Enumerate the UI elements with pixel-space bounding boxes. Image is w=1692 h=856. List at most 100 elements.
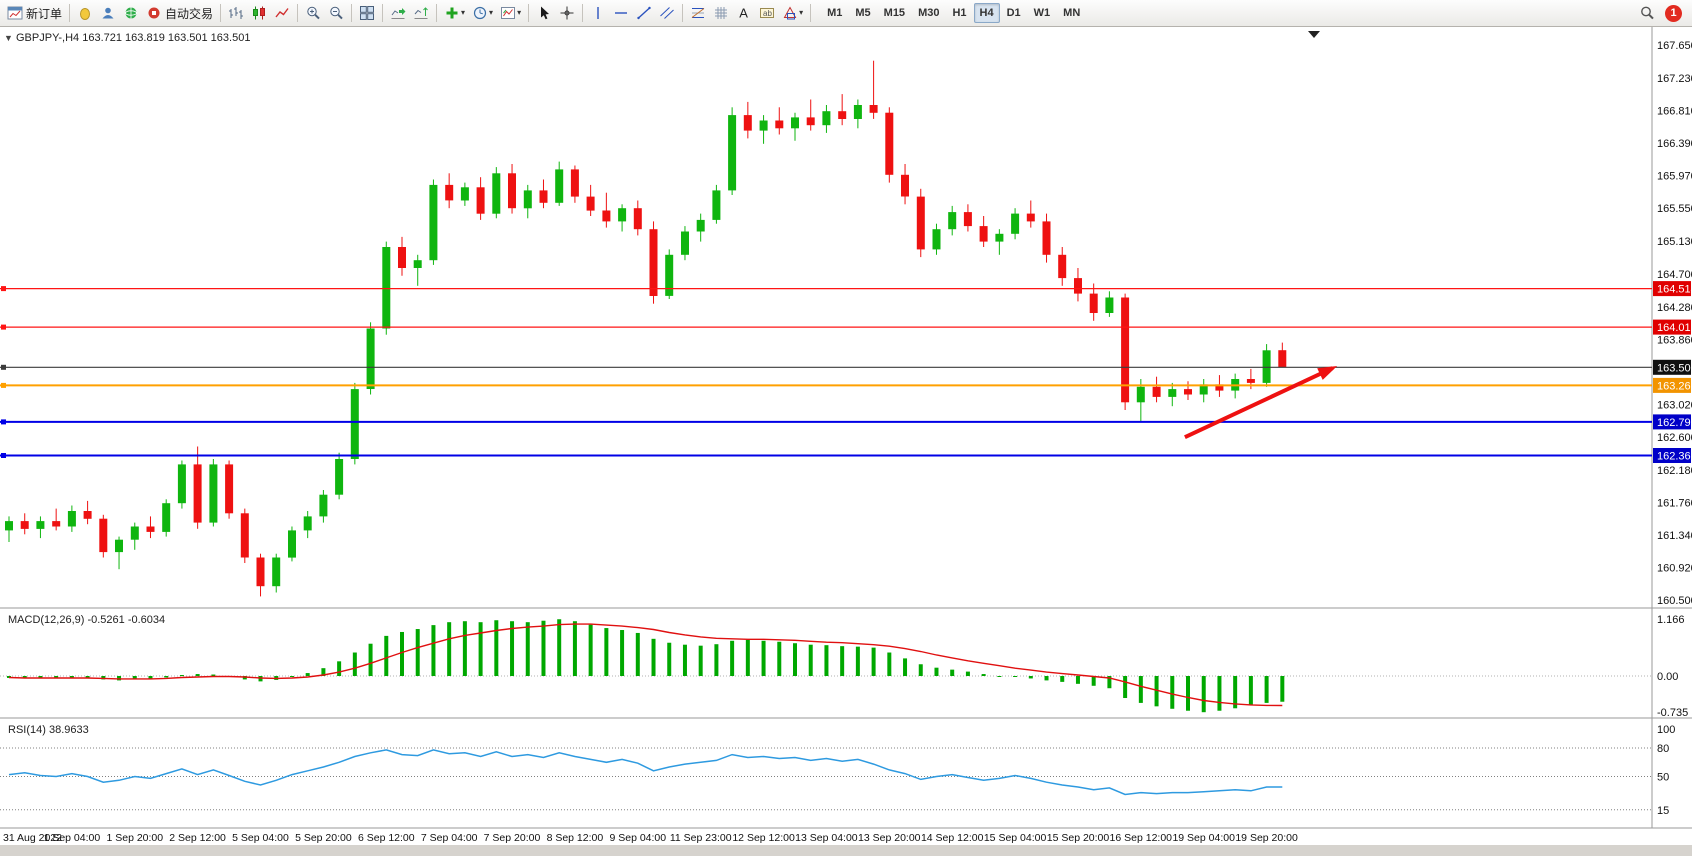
timeframe-button-h1[interactable]: H1 xyxy=(952,7,967,19)
candle xyxy=(555,161,564,206)
notification-badge[interactable]: 1 xyxy=(1665,4,1682,22)
shapes-icon xyxy=(783,6,797,20)
macd-histogram-bar xyxy=(714,644,719,676)
timeframe-button-w1[interactable]: W1 xyxy=(1033,7,1051,19)
vertical-line-button[interactable] xyxy=(587,2,609,24)
timeframe-button-m1[interactable]: M1 xyxy=(827,7,843,19)
chevron-down-icon[interactable]: ▾ xyxy=(461,8,466,17)
candle xyxy=(885,107,894,183)
timeframe-button-d1[interactable]: D1 xyxy=(1006,7,1021,19)
candle xyxy=(1042,213,1051,263)
chart-shift-marker[interactable] xyxy=(1308,31,1320,38)
macd-histogram-bar xyxy=(965,671,970,676)
timeframe-button-m30[interactable]: M30 xyxy=(918,7,940,19)
macd-histogram-bar xyxy=(1186,676,1190,711)
deposit-button[interactable] xyxy=(74,2,96,24)
fibonacci-button[interactable] xyxy=(687,2,709,24)
candle xyxy=(508,164,516,214)
news-button[interactable] xyxy=(120,2,142,24)
price-badge xyxy=(1653,319,1691,335)
candle xyxy=(240,508,249,563)
macd-axis-label: 0.00 xyxy=(1657,671,1678,683)
macd-axis-label: 1.166 xyxy=(1657,614,1685,626)
candle xyxy=(948,205,957,236)
toolbar-separator xyxy=(528,4,530,22)
timeframe-button-m15[interactable]: M15 xyxy=(883,7,906,19)
price-axis-label: 165.970 xyxy=(1657,171,1692,183)
price-badge-label: 162.365 xyxy=(1657,451,1692,463)
chart-canvas[interactable]: 1.1660.00-0.735100805015164.514164.01816… xyxy=(0,27,1692,851)
trend-arrow[interactable] xyxy=(1184,366,1334,440)
macd-histogram-bar xyxy=(635,632,640,676)
candle xyxy=(67,505,76,532)
macd-histogram-bar xyxy=(745,639,750,676)
time-axis-label: 31 Aug 2022 xyxy=(3,832,62,844)
candle xyxy=(429,179,438,265)
zoom-out-button[interactable] xyxy=(325,2,347,24)
price-axis-label: 166.810 xyxy=(1657,105,1692,117)
candlestick-chart-button[interactable] xyxy=(248,2,270,24)
autotrade-icon xyxy=(148,7,160,19)
candle xyxy=(288,526,296,562)
indicators-button[interactable]: ▾ xyxy=(441,2,468,24)
trendline-icon xyxy=(637,6,651,20)
price-axis-label: 160.500 xyxy=(1657,595,1692,607)
macd-histogram-bar xyxy=(211,674,216,676)
crosshair-button[interactable] xyxy=(556,2,578,24)
time-axis-label: 2 Sep 12:00 xyxy=(169,832,226,844)
toolbar-separator xyxy=(810,4,812,22)
candle xyxy=(822,105,831,133)
cursor-button[interactable] xyxy=(533,2,555,24)
macd-histogram-bar xyxy=(478,622,483,676)
price-axis-label: 163.020 xyxy=(1657,400,1692,412)
channel-button[interactable] xyxy=(656,2,678,24)
chevron-down-icon[interactable]: ▾ xyxy=(489,8,494,17)
line-chart-button[interactable] xyxy=(271,2,293,24)
templates-button[interactable]: ▾ xyxy=(497,2,524,24)
periods-button[interactable]: ▾ xyxy=(469,2,496,24)
macd-histogram-bar xyxy=(1107,676,1112,689)
timeframe-button-h4[interactable]: H4 xyxy=(973,3,1000,23)
candle xyxy=(1074,268,1082,302)
toolbar-right: 1 xyxy=(1636,2,1688,24)
candle xyxy=(901,164,909,205)
ohlc-toggle-icon[interactable]: ▼ xyxy=(4,33,13,43)
auto-scroll-button[interactable] xyxy=(387,2,409,24)
zoom-in-button[interactable] xyxy=(302,2,324,24)
candle xyxy=(413,254,422,286)
candle xyxy=(1089,283,1098,321)
timeframe-button-m5[interactable]: M5 xyxy=(855,7,871,19)
chart-shift-button[interactable] xyxy=(410,2,432,24)
time-axis-label: 6 Sep 12:00 xyxy=(358,832,415,844)
text-button[interactable]: A xyxy=(733,2,755,24)
horizontal-line-button[interactable] xyxy=(610,2,632,24)
candle xyxy=(5,516,13,542)
tile-windows-button[interactable] xyxy=(356,2,378,24)
chevron-down-icon[interactable]: ▾ xyxy=(517,8,522,17)
candle xyxy=(1262,344,1271,387)
price-axis-label: 164.700 xyxy=(1657,269,1692,281)
candle xyxy=(539,179,548,209)
community-button[interactable] xyxy=(97,2,119,24)
time-axis-label: 9 Sep 04:00 xyxy=(609,832,666,844)
macd-histogram-bar xyxy=(510,621,515,676)
trendline-button[interactable] xyxy=(633,2,655,24)
price-axis-label: 164.280 xyxy=(1657,302,1692,314)
bar-chart-button[interactable] xyxy=(225,2,247,24)
macd-histogram-bar xyxy=(667,642,672,676)
auto-trading-button[interactable]: 自动交易 xyxy=(143,2,216,24)
chevron-down-icon[interactable]: ▾ xyxy=(799,8,804,17)
cycle-lines-button[interactable] xyxy=(710,2,732,24)
search-button[interactable] xyxy=(1636,2,1658,24)
macd-histogram-bar xyxy=(698,645,703,676)
label-button[interactable]: ab xyxy=(756,2,778,24)
new-order-button[interactable]: 新订单 xyxy=(4,2,65,24)
price-axis-label: 166.390 xyxy=(1657,138,1692,150)
candle xyxy=(115,536,123,570)
macd-histogram-bar xyxy=(682,644,687,676)
shapes-button[interactable]: ▾ xyxy=(779,2,806,24)
candle xyxy=(775,107,784,135)
price-axis-label: 167.230 xyxy=(1657,73,1692,85)
trend-arrow-head[interactable] xyxy=(1317,366,1338,380)
timeframe-button-mn[interactable]: MN xyxy=(1063,7,1081,19)
